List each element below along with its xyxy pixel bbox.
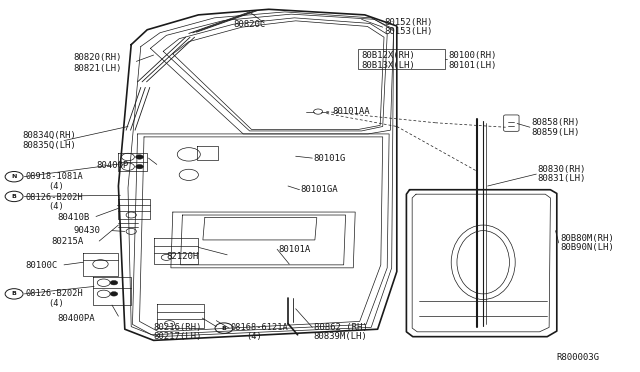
Text: 80B90N(LH): 80B90N(LH) [560, 243, 614, 252]
Text: 80830(RH): 80830(RH) [538, 165, 586, 174]
Text: 80101GA: 80101GA [301, 185, 339, 194]
Text: 80B13X(LH): 80B13X(LH) [362, 61, 415, 70]
Text: 80834Q(RH): 80834Q(RH) [22, 131, 76, 140]
Text: 80216(RH): 80216(RH) [154, 323, 202, 332]
Text: 80862 (RH): 80862 (RH) [314, 323, 367, 332]
Text: 80B80M(RH): 80B80M(RH) [560, 234, 614, 243]
Circle shape [136, 164, 143, 169]
Text: 08918-1081A: 08918-1081A [26, 172, 83, 181]
Text: B: B [221, 326, 227, 331]
Text: 08168-6121A: 08168-6121A [230, 323, 288, 332]
Text: 80101A: 80101A [278, 245, 310, 254]
Text: 80820(RH): 80820(RH) [74, 53, 122, 62]
Text: 80101G: 80101G [314, 154, 346, 163]
Text: R800003G: R800003G [557, 353, 600, 362]
Circle shape [110, 280, 118, 285]
Text: 80835Q(LH): 80835Q(LH) [22, 141, 76, 150]
Text: 80215A: 80215A [51, 237, 83, 246]
Text: 90430: 90430 [74, 226, 100, 235]
Text: 80101(LH): 80101(LH) [448, 61, 497, 70]
Text: 80820C: 80820C [234, 20, 266, 29]
Text: 80839M(LH): 80839M(LH) [314, 332, 367, 341]
Text: 80821(LH): 80821(LH) [74, 64, 122, 73]
Text: 80831(LH): 80831(LH) [538, 174, 586, 183]
Text: (4): (4) [48, 202, 64, 211]
Text: 82120H: 82120H [166, 252, 198, 261]
Text: B: B [12, 291, 17, 296]
Text: 80152(RH): 80152(RH) [384, 18, 433, 27]
Text: 80400PA: 80400PA [58, 314, 95, 323]
Circle shape [110, 292, 118, 296]
Text: 80B12X(RH): 80B12X(RH) [362, 51, 415, 60]
Text: 80400P: 80400P [96, 161, 128, 170]
Text: (4): (4) [48, 299, 64, 308]
Text: (4): (4) [48, 182, 64, 190]
Text: 08126-B202H: 08126-B202H [26, 193, 83, 202]
Text: 80217(LH): 80217(LH) [154, 332, 202, 341]
Text: 80101AA: 80101AA [333, 107, 371, 116]
Text: (4): (4) [246, 332, 262, 341]
Text: 08126-B202H: 08126-B202H [26, 289, 83, 298]
Text: 80859(LH): 80859(LH) [531, 128, 580, 137]
Text: 80410B: 80410B [58, 213, 90, 222]
Text: 80858(RH): 80858(RH) [531, 118, 580, 127]
Text: 80100C: 80100C [26, 262, 58, 270]
Text: 80153(LH): 80153(LH) [384, 27, 433, 36]
Text: N: N [12, 174, 17, 179]
Circle shape [136, 155, 143, 159]
Text: B: B [12, 194, 17, 199]
Text: 80100(RH): 80100(RH) [448, 51, 497, 60]
